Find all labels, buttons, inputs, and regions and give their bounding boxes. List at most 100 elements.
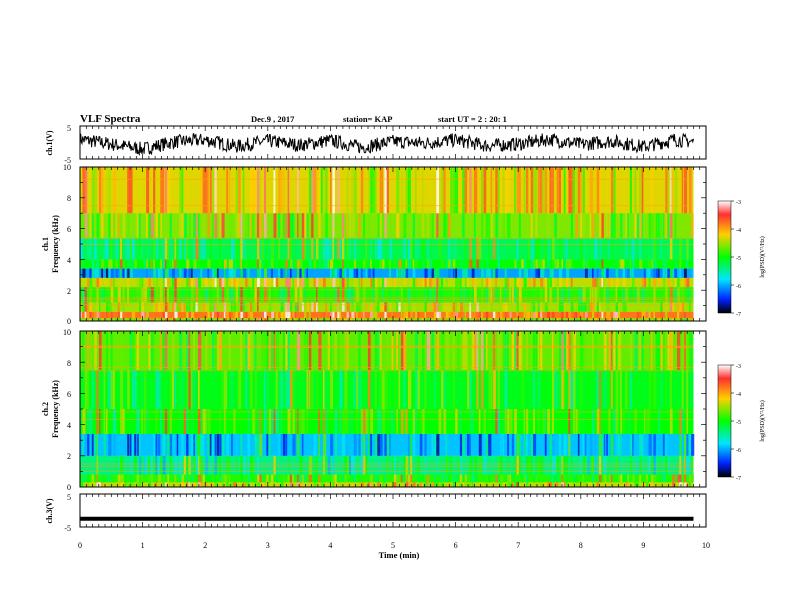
spectrogram-stripe bbox=[325, 167, 328, 214]
spectrogram-stripe bbox=[320, 287, 324, 303]
spectrogram-stripe bbox=[252, 277, 255, 288]
spectrogram-stripe bbox=[268, 287, 271, 303]
time-tick-label: 0 bbox=[78, 541, 82, 550]
spectrogram-stripe bbox=[261, 317, 264, 321]
spectrogram-stripe bbox=[603, 268, 606, 278]
spectrogram-stripe bbox=[403, 370, 406, 409]
spectrogram-stripe bbox=[183, 237, 187, 260]
spectrogram-stripe bbox=[80, 317, 82, 321]
spectrogram-stripe bbox=[84, 167, 88, 214]
spectrogram-stripe bbox=[448, 455, 452, 475]
spectrogram-stripe bbox=[608, 277, 611, 288]
spectrogram-stripe bbox=[563, 268, 567, 278]
spectrogram-stripe bbox=[537, 409, 540, 434]
spectrogram-stripe bbox=[195, 302, 198, 312]
spectrogram-stripe bbox=[94, 237, 97, 260]
spectrogram-stripe bbox=[599, 237, 603, 260]
spectrogram-stripe bbox=[589, 455, 593, 475]
spectrogram-stripe bbox=[488, 268, 491, 278]
spectrogram-stripe bbox=[488, 370, 492, 409]
spectrogram-stripe bbox=[80, 409, 82, 434]
spectrogram-stripe bbox=[311, 370, 314, 409]
spectrogram-stripe bbox=[599, 302, 601, 312]
spectrogram-stripe bbox=[592, 287, 594, 303]
spectrogram-stripe bbox=[212, 434, 215, 456]
spectrogram-stripe bbox=[412, 237, 415, 260]
spectrogram-stripe bbox=[582, 287, 586, 303]
spectrogram-stripe bbox=[155, 317, 158, 321]
spectrogram-stripe bbox=[431, 434, 434, 456]
spectrogram-stripe bbox=[113, 277, 116, 288]
spectrogram-stripe bbox=[164, 331, 168, 370]
spectrogram-stripe bbox=[408, 167, 411, 214]
spectrogram-stripe bbox=[448, 317, 450, 321]
spectrogram-stripe bbox=[280, 409, 283, 434]
spectrogram-stripe bbox=[101, 311, 105, 318]
spectrogram-stripe bbox=[566, 455, 569, 475]
spectrogram-stripe bbox=[577, 311, 581, 318]
spectrogram-stripe bbox=[526, 482, 530, 487]
spectrogram-stripe bbox=[589, 302, 593, 312]
spectrogram-stripe bbox=[320, 277, 323, 288]
spectrogram-stripe bbox=[674, 317, 677, 321]
spectrogram-stripe bbox=[174, 370, 177, 409]
spectrogram-stripe bbox=[356, 409, 359, 434]
spectrogram-stripe bbox=[287, 370, 291, 409]
spectrogram-stripe bbox=[533, 237, 535, 260]
spectrogram-stripe bbox=[601, 434, 605, 456]
spectrogram-stripe bbox=[115, 237, 118, 260]
spectrogram-stripe bbox=[330, 317, 333, 321]
spectrogram-stripe bbox=[658, 268, 660, 278]
spectrogram-stripe bbox=[106, 474, 108, 483]
spectrogram-stripe bbox=[672, 302, 675, 312]
spectrogram-stripe bbox=[117, 287, 121, 303]
spectrogram-stripe bbox=[382, 482, 385, 487]
spectrogram-stripe bbox=[311, 237, 314, 260]
spectrogram-stripe bbox=[396, 331, 398, 370]
spectrogram-stripe bbox=[457, 370, 460, 409]
spectrogram-stripe bbox=[136, 409, 140, 434]
spectrogram-stripe bbox=[412, 434, 416, 456]
spectrogram-stripe bbox=[398, 317, 402, 321]
spectrogram-stripe bbox=[160, 213, 163, 238]
spectrogram-stripe bbox=[606, 237, 609, 260]
spectrogram-stripe bbox=[325, 302, 328, 312]
spectrogram-stripe bbox=[323, 409, 325, 434]
spectrogram-stripe bbox=[457, 277, 461, 288]
spectrogram-stripe bbox=[490, 259, 493, 269]
spectrogram-stripe bbox=[285, 268, 287, 278]
spectrogram-stripe bbox=[582, 302, 586, 312]
spectrogram-stripe bbox=[108, 370, 111, 409]
spectrogram-stripe bbox=[618, 302, 621, 312]
spectrogram-stripe bbox=[363, 434, 365, 456]
spectrogram-line bbox=[80, 299, 694, 300]
spectrogram-stripe bbox=[412, 409, 415, 434]
spectrogram-stripe bbox=[367, 370, 371, 409]
spectrogram-stripe bbox=[537, 311, 540, 318]
spectrogram-stripe bbox=[346, 331, 349, 370]
spectrogram-stripe bbox=[592, 331, 594, 370]
spectrogram-stripe bbox=[537, 370, 541, 409]
spectrogram-stripe bbox=[252, 455, 254, 475]
spectrogram-stripe bbox=[179, 474, 182, 483]
spectrogram-stripe bbox=[273, 213, 277, 238]
spectrogram-stripe bbox=[410, 237, 413, 260]
spectrogram-stripe bbox=[304, 213, 308, 238]
spectrogram-stripe bbox=[528, 237, 531, 260]
spectrogram-stripe bbox=[139, 213, 141, 238]
spectrogram-stripe bbox=[443, 482, 447, 487]
spectrogram-stripe bbox=[530, 311, 533, 318]
spectrogram-stripe bbox=[94, 259, 98, 269]
spectrogram-stripe bbox=[162, 455, 166, 475]
spectrogram-stripe bbox=[89, 237, 92, 260]
spectrogram-stripe bbox=[115, 474, 118, 483]
spectrogram-stripe bbox=[533, 277, 536, 288]
spectrogram-stripe bbox=[530, 317, 534, 321]
spectrogram-stripe bbox=[351, 277, 354, 288]
spectrogram-stripe bbox=[344, 331, 346, 370]
spectrogram-stripe bbox=[615, 268, 619, 278]
spectrogram-stripe bbox=[502, 331, 506, 370]
spectrogram-stripe bbox=[566, 474, 568, 483]
spectrogram-stripe bbox=[497, 455, 500, 475]
spectrogram-stripe bbox=[127, 268, 131, 278]
